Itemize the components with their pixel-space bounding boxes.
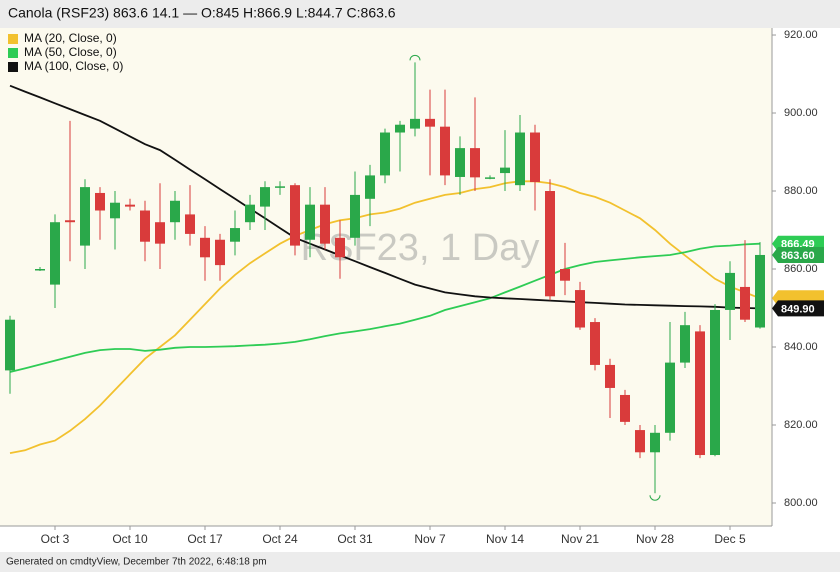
legend-label: MA (20, Close, 0)	[24, 31, 117, 45]
candle-body	[380, 132, 390, 176]
x-tick-label: Dec 5	[714, 532, 746, 546]
candle-body	[65, 220, 75, 223]
x-tick-label: Nov 14	[486, 532, 524, 546]
y-tick-label: 800.00	[784, 497, 818, 509]
y-tick-label: 900.00	[784, 107, 818, 119]
candle-body	[305, 204, 315, 240]
candle-body	[710, 309, 720, 456]
y-tick-label: 820.00	[784, 419, 818, 431]
axis-area	[772, 28, 840, 526]
candle-body	[560, 269, 570, 281]
candle-body	[620, 394, 630, 422]
ma-line	[9, 242, 761, 373]
low-marker	[649, 495, 661, 501]
candle-body	[95, 192, 105, 211]
legend-swatch	[8, 34, 18, 44]
candle-body	[215, 239, 225, 266]
candle-body	[410, 118, 420, 129]
candle-body	[80, 187, 90, 246]
x-tick-label: Nov 21	[561, 532, 599, 546]
legend-swatch	[8, 48, 18, 58]
candle-body	[605, 364, 615, 388]
end-label: 849.90	[781, 303, 815, 315]
candle-body	[440, 126, 450, 176]
candle-body	[140, 210, 150, 242]
end-label: 863.60	[781, 250, 815, 262]
candle-body	[695, 331, 705, 456]
candle-body	[260, 187, 270, 207]
candle-body	[230, 228, 240, 242]
x-tick-label: Nov 28	[636, 532, 674, 546]
candle-body	[125, 204, 135, 207]
candle-body	[665, 362, 675, 433]
end-label-box	[772, 300, 824, 317]
candle-body	[755, 254, 765, 328]
footer-bar	[0, 552, 840, 572]
candle-body	[155, 222, 165, 244]
candle-body	[5, 319, 15, 371]
candle-body	[470, 148, 480, 178]
candle-body	[290, 185, 300, 246]
end-label-box	[772, 246, 824, 263]
high-marker	[409, 54, 421, 61]
header-bar	[0, 0, 840, 28]
candle-body	[365, 175, 375, 199]
candle-body	[275, 186, 285, 188]
candle-body	[545, 191, 555, 297]
candle-body	[35, 269, 45, 271]
legend-label: MA (50, Close, 0)	[24, 45, 117, 59]
chart-title: Canola (RSF23) 863.6 14.1 — O:845 H:866.…	[8, 5, 396, 21]
candle-body	[50, 222, 60, 285]
ma-line	[9, 84, 761, 310]
candle-body	[320, 204, 330, 244]
ma-line	[9, 180, 761, 454]
x-axis-area	[0, 526, 840, 552]
legend-swatch	[8, 62, 18, 72]
candle-body	[725, 272, 735, 310]
footer: Generated on cmdtyView, December 7th 202…	[6, 557, 267, 568]
candle-body	[680, 325, 690, 363]
x-tick-label: Nov 7	[414, 532, 446, 546]
candle-body	[515, 132, 525, 186]
candle-body	[650, 432, 660, 453]
candle-body	[185, 214, 195, 234]
x-tick-label: Oct 17	[187, 532, 223, 546]
candle-body	[245, 204, 255, 223]
candle-body	[575, 290, 585, 328]
candle-body	[110, 202, 120, 219]
x-tick-label: Oct 24	[262, 532, 298, 546]
legend-label: MA (100, Close, 0)	[24, 59, 123, 73]
candle-body	[530, 132, 540, 183]
x-tick-label: Oct 10	[112, 532, 148, 546]
candle-body	[335, 237, 345, 258]
candle-body	[350, 194, 360, 238]
y-tick-label: 920.00	[784, 29, 818, 41]
candle-body	[395, 124, 405, 133]
x-tick-label: Oct 31	[337, 532, 373, 546]
candle-body	[740, 286, 750, 320]
candle-body	[170, 200, 180, 223]
candle-body	[200, 237, 210, 258]
candle-body	[455, 148, 465, 177]
candle-body	[500, 167, 510, 174]
candle-body	[590, 322, 600, 365]
candle-body	[425, 118, 435, 127]
y-tick-label: 880.00	[784, 185, 818, 197]
y-tick-label: 860.00	[784, 263, 818, 275]
x-tick-label: Oct 3	[41, 532, 70, 546]
y-tick-label: 840.00	[784, 341, 818, 353]
candle-body	[485, 177, 495, 179]
candle-body	[635, 430, 645, 453]
